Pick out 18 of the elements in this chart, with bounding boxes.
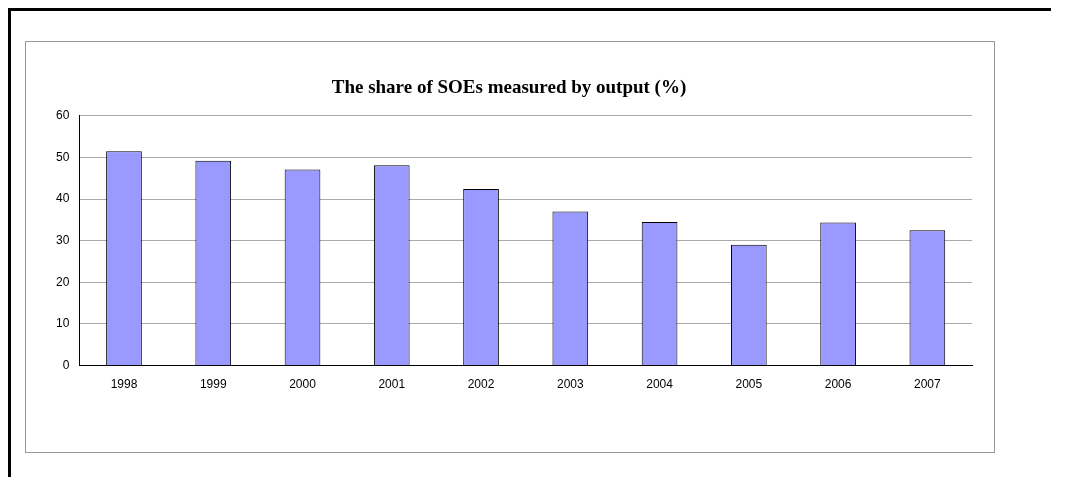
- y-tick-label: 20: [55, 274, 70, 289]
- x-tick-label: 2002: [467, 377, 495, 392]
- x-tick-label: 2004: [646, 377, 674, 392]
- chart-title: The share of SOEs measured by output (%): [331, 76, 687, 99]
- x-tick-label: 2006: [824, 377, 852, 392]
- x-tick-label: 2003: [556, 377, 584, 392]
- x-tick-label: 2000: [289, 377, 317, 392]
- y-tick-label: 50: [55, 149, 70, 164]
- x-tick-label: 1998: [110, 377, 138, 392]
- y-tick-label: 10: [55, 316, 70, 331]
- x-tick-label: 2001: [378, 377, 406, 392]
- y-tick-label: 0: [62, 357, 70, 372]
- x-tick-label: 2007: [914, 377, 942, 392]
- y-tick-label: 30: [55, 233, 70, 248]
- y-tick-label: 60: [55, 108, 70, 123]
- x-tick-label: 1999: [199, 377, 227, 392]
- x-tick-label: 2005: [735, 377, 763, 392]
- y-tick-label: 40: [55, 191, 70, 206]
